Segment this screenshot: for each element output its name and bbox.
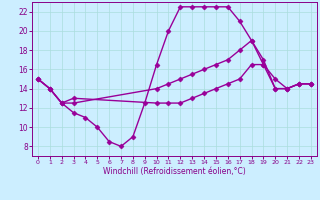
X-axis label: Windchill (Refroidissement éolien,°C): Windchill (Refroidissement éolien,°C) xyxy=(103,167,246,176)
